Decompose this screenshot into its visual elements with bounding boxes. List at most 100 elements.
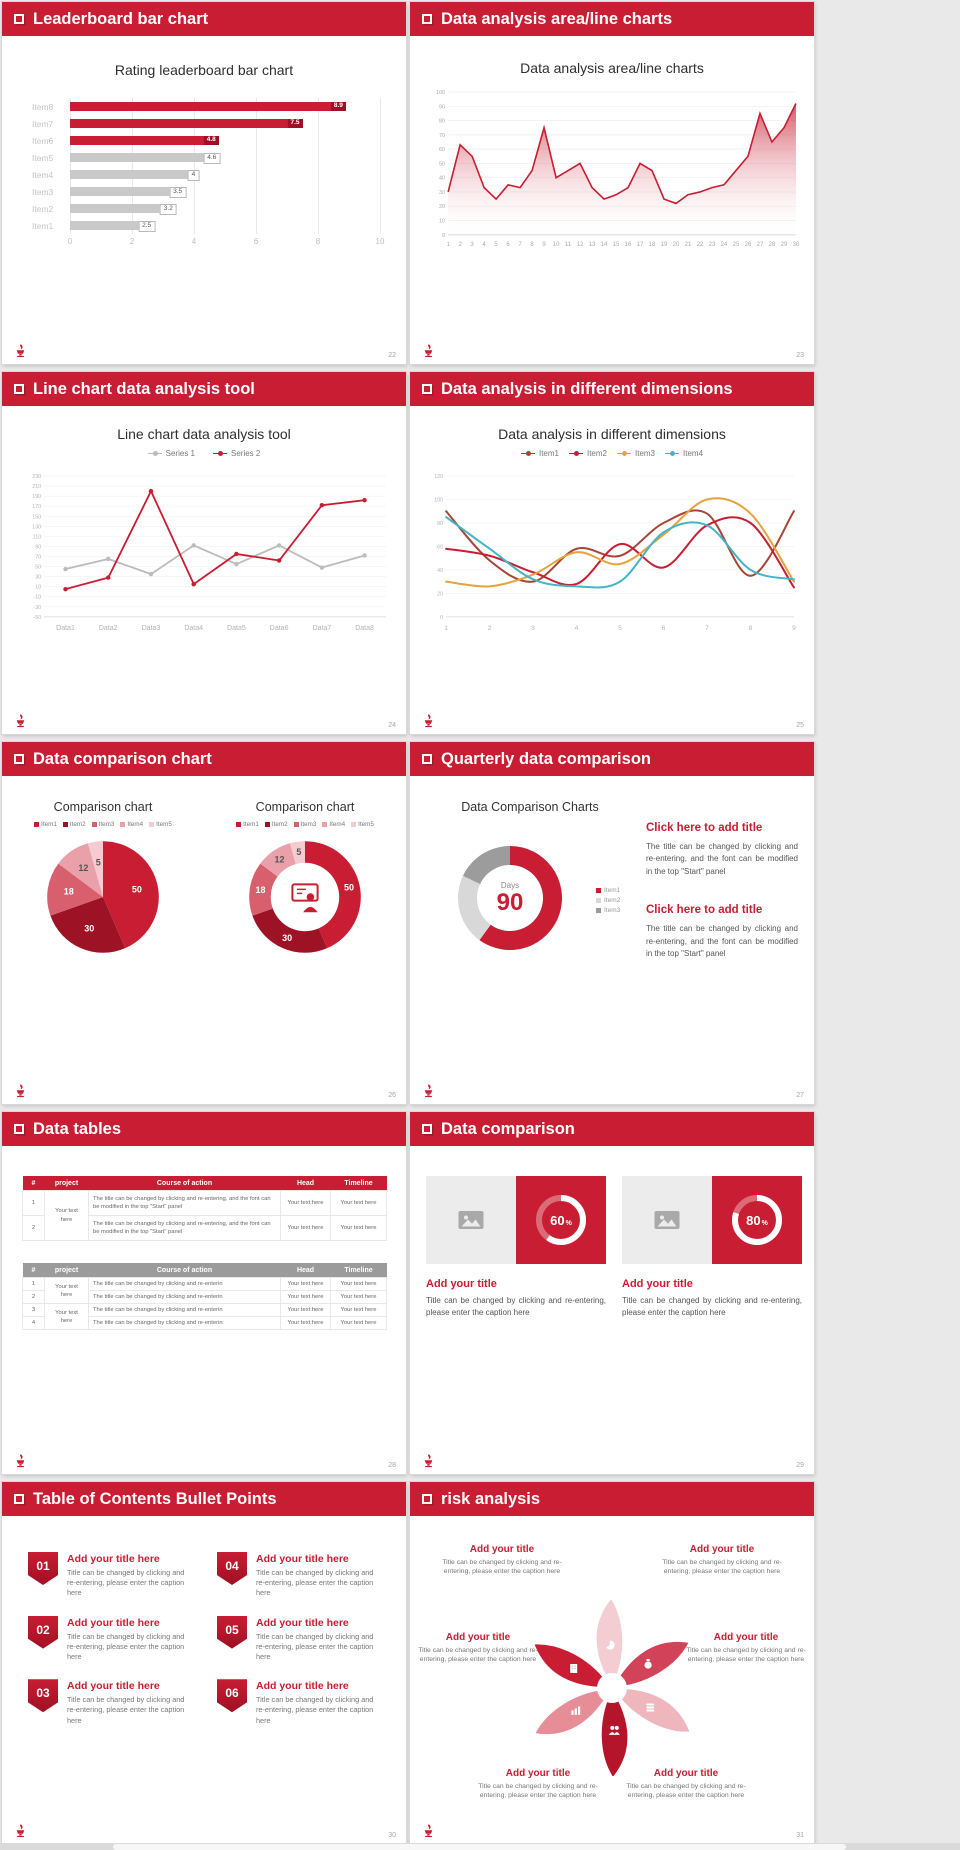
legend-marker <box>62 822 68 827</box>
bar-row: Item8 8.9 <box>32 98 380 115</box>
progress-value: 80% <box>746 1212 768 1228</box>
table-cell: Your text here <box>280 1290 331 1305</box>
toc-item[interactable]: 04 Add your title here Title can be change… <box>217 1552 384 1599</box>
toc-item[interactable]: 06 Add your title here Title can be change… <box>217 1679 384 1726</box>
slide-toc-bullet-points[interactable]: Table of Contents Bullet Points 01 Add yo… <box>2 1482 406 1844</box>
toc-item[interactable]: 02 Add your title here Title can be change… <box>28 1615 195 1663</box>
bar-value-label: 7.5 <box>287 118 303 128</box>
risk-title: Add your title <box>689 1544 755 1555</box>
legend-item: Item4 <box>665 449 703 458</box>
legend-item: Item2 <box>62 821 86 828</box>
column-header: Head <box>280 1263 331 1278</box>
svg-text:22: 22 <box>697 242 704 248</box>
toc-item[interactable]: 05 Add your title here Title can be change… <box>217 1615 384 1663</box>
slide-quarterly-comparison[interactable]: Quarterly data comparison Data Compariso… <box>410 742 814 1104</box>
risk-label: Add your title Title can be changed by cl… <box>680 1632 812 1664</box>
toc-title: Add your title here <box>256 1680 349 1693</box>
table-cell: 1 <box>22 1276 45 1292</box>
action-cell: The title can be changed by clicking and… <box>88 1303 281 1318</box>
slide-header: Table of Contents Bullet Points <box>2 1482 406 1516</box>
legend-item: Item2 <box>568 449 607 458</box>
category-label: Item7 <box>32 118 54 129</box>
slide-line-chart-tool[interactable]: Line chart data analysis tool Line chart… <box>2 372 406 734</box>
legend-marker <box>293 822 299 827</box>
bar <box>70 187 179 196</box>
school-logo-icon <box>420 1823 437 1840</box>
svg-text:20: 20 <box>437 591 443 597</box>
bar <box>70 102 346 111</box>
bar-value-label: 4 <box>187 169 200 181</box>
bullet-square-icon <box>14 1494 24 1504</box>
table-cell: 4 <box>22 1316 45 1331</box>
area-chart: 0 10 20 30 40 50 60 70 80 90 100 1 2 3 4 5 6 7 8 9 10 11 12 13 1… <box>424 84 802 261</box>
scrollbar-thumb[interactable] <box>113 1843 846 1850</box>
page-number: 31 <box>796 1832 804 1839</box>
bar <box>70 119 303 128</box>
slide-data-comparison-chart[interactable]: Data comparison chart Comparison chart I… <box>2 742 406 1104</box>
school-logo-icon <box>420 1083 437 1100</box>
pie-chart: 50 30 18 12 5 <box>40 834 166 960</box>
slide-leaderboard-bar-chart[interactable]: Leaderboard bar chart Rating leaderboard… <box>2 2 406 364</box>
school-logo-icon <box>420 713 437 730</box>
card-caption: Title can be changed by clicking and re-… <box>426 1296 606 1317</box>
card-caption: Title can be changed by clicking and re-… <box>622 1296 802 1317</box>
percent-sign: % <box>761 1219 768 1227</box>
svg-text:4: 4 <box>482 242 486 248</box>
toc-item[interactable]: 03 Add your title here Title can be change… <box>28 1679 195 1726</box>
quarterly-donut-panel: Data Comparison Charts Days 90 Item1 Item… <box>424 800 636 964</box>
svg-text:18: 18 <box>64 887 74 897</box>
quarterly-donut-chart: Days 90 <box>444 832 576 964</box>
image-placeholder-icon <box>622 1176 712 1264</box>
project-cell: Your text here <box>44 1276 89 1305</box>
toc-item[interactable]: 01 Add your title here Title can be change… <box>28 1552 195 1599</box>
svg-text:15: 15 <box>613 242 620 248</box>
axis-tick: 2 <box>129 237 135 246</box>
bar-row: Item1 2.5 <box>32 217 380 234</box>
slide-header-title: Data analysis area/line charts <box>441 9 673 28</box>
svg-text:6: 6 <box>506 242 510 248</box>
svg-text:40: 40 <box>437 568 443 574</box>
svg-text:8: 8 <box>530 242 534 248</box>
legend-label: Item1 <box>41 821 57 828</box>
risk-caption: Title can be changed by clicking and re-… <box>626 1783 746 1800</box>
svg-text:40: 40 <box>439 176 445 182</box>
legend-label: Item3 <box>635 449 656 458</box>
svg-text:24: 24 <box>721 242 728 248</box>
slide-risk-analysis[interactable]: risk analysis Add your title Title can be… <box>410 1482 814 1844</box>
svg-text:10: 10 <box>35 585 41 591</box>
page-number: 24 <box>388 722 396 729</box>
svg-text:12: 12 <box>577 242 584 248</box>
toc-grid: 01 Add your title here Title can be change… <box>2 1516 406 1726</box>
horizontal-scrollbar[interactable] <box>0 1843 960 1850</box>
legend-marker <box>568 451 583 456</box>
category-label: Item3 <box>32 186 54 197</box>
slide-data-comparison-cards[interactable]: Data comparison 60% Add your title Title… <box>410 1112 814 1474</box>
svg-text:19: 19 <box>661 242 668 248</box>
bullet-square-icon <box>422 1124 432 1134</box>
toc-number-badge: 04 <box>217 1552 247 1585</box>
people-icon <box>608 1725 620 1735</box>
chart-title: Data analysis area/line charts <box>520 60 704 76</box>
slide-dimensions-line-chart[interactable]: Data analysis in different dimensions Da… <box>410 372 814 734</box>
risk-title: Add your title <box>469 1544 535 1555</box>
svg-text:Data5: Data5 <box>227 625 246 632</box>
school-logo-icon <box>12 713 29 730</box>
category-label: Item1 <box>32 220 54 231</box>
risk-caption: Title can be changed by clicking and re-… <box>662 1559 782 1576</box>
svg-text:16: 16 <box>625 242 632 248</box>
svg-text:27: 27 <box>757 242 764 248</box>
category-label: Item4 <box>32 169 54 180</box>
panel-title: Comparison chart <box>255 800 355 814</box>
action-cell: The title can be changed by clicking and… <box>88 1290 281 1305</box>
svg-text:90: 90 <box>35 544 41 550</box>
svg-text:120: 120 <box>434 474 443 480</box>
slide-area-line-charts[interactable]: Data analysis area/line charts Data anal… <box>410 2 814 364</box>
multi-line-chart: 0 20 40 60 80 100 120 1 2 3 4 5 6 7 8 9 <box>424 466 802 655</box>
slide-data-tables[interactable]: Data tables # project Course of action Head… <box>2 1112 406 1474</box>
bullet-square-icon <box>422 14 432 24</box>
legend-label: Item4 <box>683 449 704 458</box>
svg-text:3: 3 <box>531 625 535 632</box>
svg-text:-10: -10 <box>33 595 41 601</box>
bar-value-label: 8.9 <box>330 101 346 111</box>
slide-header-title: Data analysis in different dimensions <box>441 379 733 398</box>
